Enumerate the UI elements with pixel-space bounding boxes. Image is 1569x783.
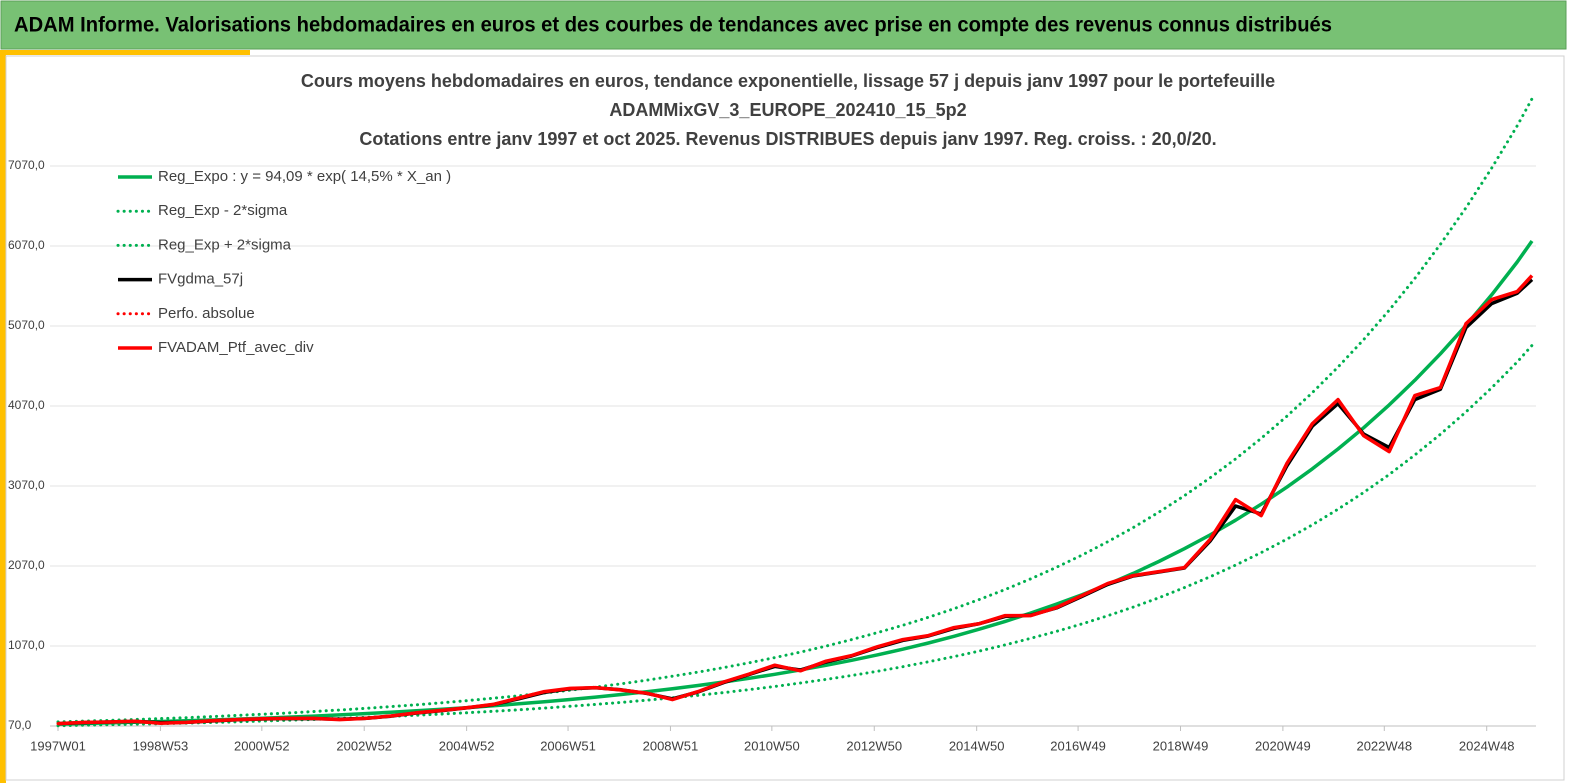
plot: Cours moyens hebdomadaires en euros, ten…	[8, 71, 1536, 753]
legend-label: Perfo. absolue	[158, 305, 255, 322]
x-tick-label: 2008W51	[643, 738, 699, 753]
header-bar	[0, 0, 1567, 50]
y-tick-label: 5070,0	[8, 318, 45, 332]
legend-label: Reg_Exp + 2*sigma	[158, 236, 292, 253]
x-tick-label: 2004W52	[439, 738, 495, 753]
header-title: ADAM Informe. Valorisations hebdomadaire…	[14, 14, 1332, 37]
series-line	[56, 97, 1534, 724]
series-line	[57, 274, 1534, 726]
y-tick-label: 4070,0	[8, 398, 45, 412]
y-tick-label: 6070,0	[8, 238, 45, 252]
legend-label: Reg_Expo : y = 94,09 * exp( 14,5% * X_an…	[158, 168, 451, 185]
x-tick-label: 2012W50	[846, 738, 902, 753]
series-line	[56, 343, 1534, 728]
x-tick-label: 2010W50	[744, 738, 800, 753]
x-tick-label: 1997W01	[30, 738, 86, 753]
chart-title: Cours moyens hebdomadaires en euros, ten…	[301, 71, 1275, 91]
chart-title: ADAMMixGV_3_EUROPE_202410_15_5p2	[609, 100, 966, 120]
x-tick-label: 2022W48	[1356, 738, 1412, 753]
x-tick-label: 2006W51	[540, 738, 596, 753]
x-tick-label: 2020W49	[1255, 738, 1311, 753]
y-tick-label: 7070,0	[8, 158, 45, 172]
y-tick-label: 2070,0	[8, 558, 45, 572]
x-tick-label: 2000W52	[234, 738, 290, 753]
x-tick-label: 1998W53	[133, 738, 189, 753]
x-tick-label: 2024W48	[1459, 738, 1515, 753]
x-tick-label: 2016W49	[1050, 738, 1106, 753]
y-tick-label: 1070,0	[8, 638, 45, 652]
x-tick-label: 2002W52	[336, 738, 392, 753]
legend-label: FVADAM_Ptf_avec_div	[158, 339, 314, 356]
legend-label: Reg_Exp - 2*sigma	[158, 202, 288, 219]
y-tick-label: 70,0	[8, 718, 32, 732]
x-tick-label: 2014W50	[949, 738, 1005, 753]
chart-title: Cotations entre janv 1997 et oct 2025. R…	[359, 129, 1216, 149]
legend-label: FVgdma_57j	[158, 271, 243, 288]
x-tick-label: 2018W49	[1153, 738, 1209, 753]
y-tick-label: 3070,0	[8, 478, 45, 492]
accent-top	[0, 50, 250, 55]
accent-left	[0, 50, 6, 783]
chart-area	[5, 55, 1565, 781]
